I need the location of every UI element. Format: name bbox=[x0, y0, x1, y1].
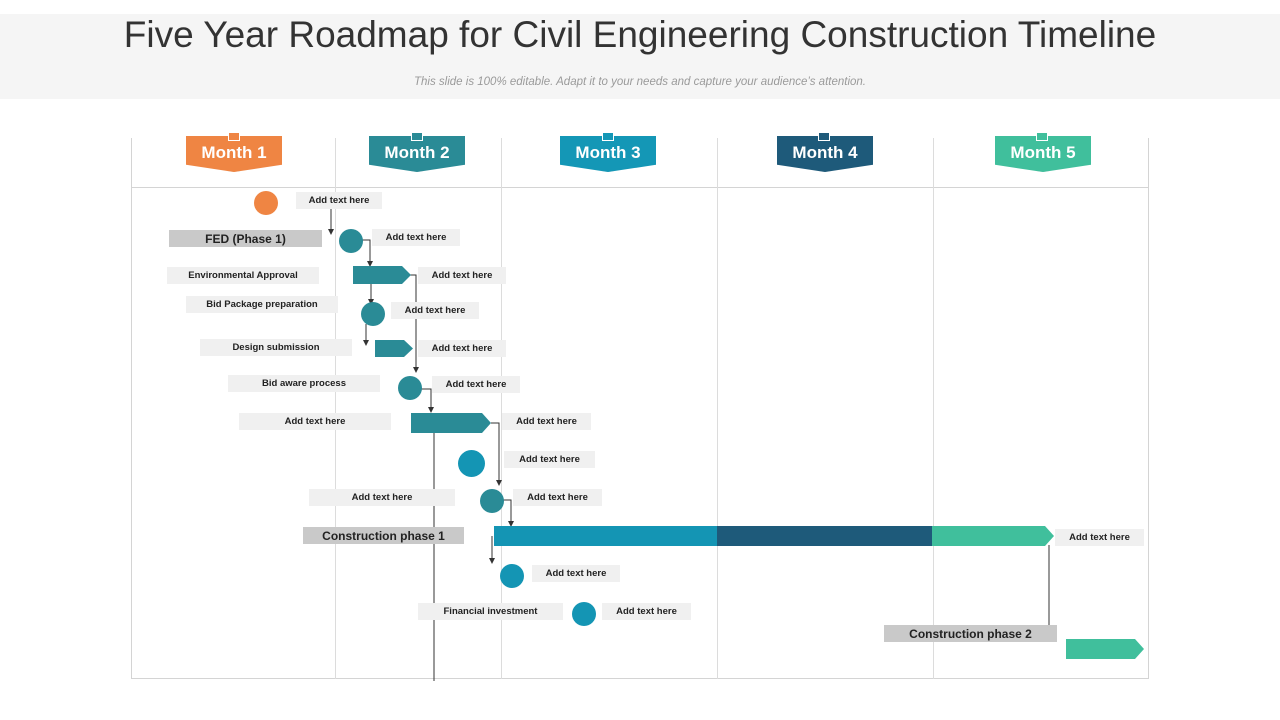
connector-arrow bbox=[362, 239, 373, 267]
milestone-dot bbox=[361, 302, 385, 326]
month-header-3: Month 3 bbox=[560, 136, 656, 172]
construction-bar-month-3 bbox=[494, 526, 718, 546]
connector-arrow bbox=[503, 499, 514, 527]
design-submission-label: Design submission bbox=[200, 339, 352, 356]
milestone-dot bbox=[458, 450, 485, 477]
bid-package-label: Bid Package preparation bbox=[186, 296, 338, 313]
milestone-dot bbox=[254, 191, 278, 215]
milestone-label: Add text here bbox=[391, 302, 479, 319]
milestone-dot bbox=[480, 489, 504, 513]
bid-aware-label: Bid aware process bbox=[228, 375, 380, 392]
milestone-dot bbox=[500, 564, 524, 588]
milestone-dot bbox=[398, 376, 422, 400]
column-divider-4 bbox=[933, 138, 934, 679]
task-arrow-bar bbox=[353, 266, 411, 284]
milestone-label: Add text here bbox=[432, 376, 520, 393]
milestone-label: Add text here bbox=[296, 192, 382, 209]
task-arrow-bar bbox=[375, 340, 413, 357]
month-header-1: Month 1 bbox=[186, 136, 282, 172]
page-subtitle: This slide is 100% editable. Adapt it to… bbox=[414, 76, 866, 88]
milestone-label: Add text here bbox=[513, 489, 602, 506]
task-left-label: Add text here bbox=[309, 489, 455, 506]
milestone-label: Add text here bbox=[372, 229, 460, 246]
header-divider bbox=[131, 187, 1149, 188]
connector-arrow bbox=[410, 274, 419, 373]
construction-bar-month-4 bbox=[717, 526, 933, 546]
milestone-label: Add text here bbox=[602, 603, 691, 620]
task-arrow-bar bbox=[411, 413, 491, 433]
connector-arrow bbox=[421, 388, 434, 413]
connector-arrow bbox=[491, 422, 502, 486]
environmental-approval-label: Environmental Approval bbox=[167, 267, 319, 284]
construction-phase-1-label: Construction phase 1 bbox=[303, 527, 464, 544]
construction-phase-2-label: Construction phase 2 bbox=[884, 625, 1057, 642]
month-tab-icon bbox=[228, 132, 240, 141]
timeline-frame bbox=[131, 138, 1149, 679]
milestone-dot bbox=[572, 602, 596, 626]
fed-phase-label: FED (Phase 1) bbox=[169, 230, 322, 247]
task-label: Add text here bbox=[502, 413, 591, 430]
column-divider-1 bbox=[335, 138, 336, 679]
page-title: Five Year Roadmap for Civil Engineering … bbox=[123, 14, 1157, 55]
column-divider-2 bbox=[501, 138, 502, 679]
month-tab-icon bbox=[818, 132, 830, 141]
milestone-label: Add text here bbox=[532, 565, 620, 582]
task-label: Add text here bbox=[418, 340, 506, 357]
month-tab-icon bbox=[1036, 132, 1048, 141]
construction-bar-month-5 bbox=[932, 526, 1054, 546]
month-tab-icon bbox=[411, 132, 423, 141]
milestone-dot bbox=[339, 229, 363, 253]
construction-phase-1-end-label: Add text here bbox=[1055, 529, 1144, 546]
month-header-4: Month 4 bbox=[777, 136, 873, 172]
milestone-label: Add text here bbox=[504, 451, 595, 468]
column-divider-3 bbox=[717, 138, 718, 679]
financial-investment-label: Financial investment bbox=[418, 603, 563, 620]
month-header-2: Month 2 bbox=[369, 136, 465, 172]
header-band bbox=[0, 14, 1280, 99]
month-tab-icon bbox=[602, 132, 614, 141]
construction-phase-2-bar bbox=[1066, 639, 1144, 659]
task-label: Add text here bbox=[418, 267, 506, 284]
month-header-5: Month 5 bbox=[995, 136, 1091, 172]
task-left-label: Add text here bbox=[239, 413, 391, 430]
